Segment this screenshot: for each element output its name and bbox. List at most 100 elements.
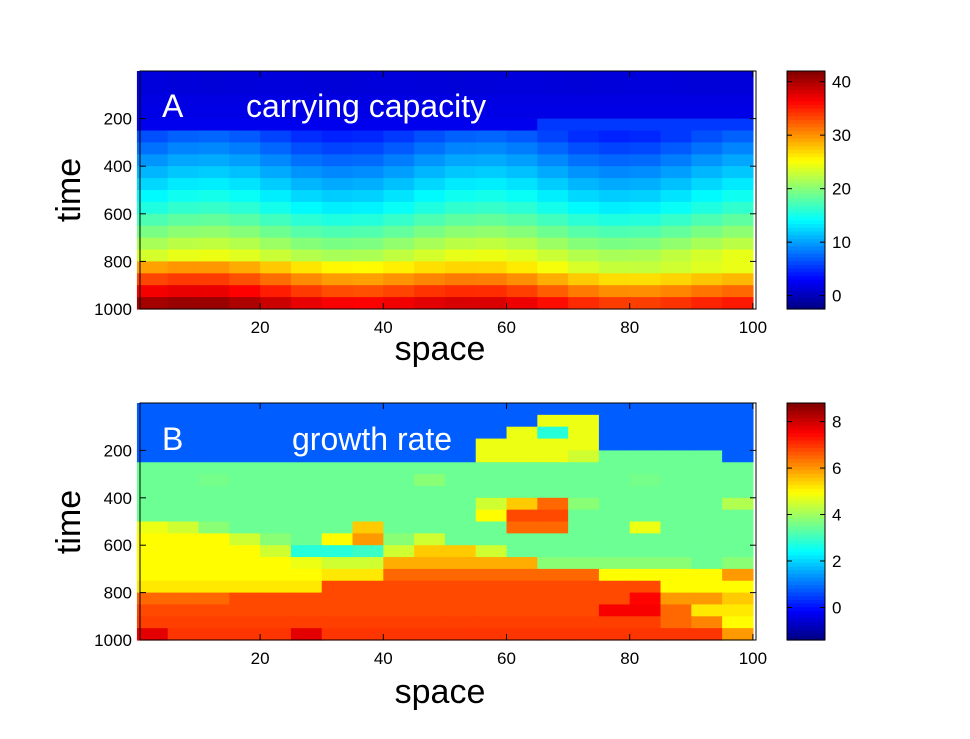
heatmap-cell <box>260 557 292 570</box>
colorbar-segment <box>787 305 825 310</box>
heatmap-cell <box>383 485 415 499</box>
heatmap-cell <box>537 521 569 534</box>
colorbar-segment <box>787 551 825 556</box>
heatmap-cell <box>537 190 569 203</box>
heatmap-cell <box>722 450 754 463</box>
heatmap-cell <box>229 71 261 84</box>
heatmap-cell <box>506 403 538 416</box>
heatmap-cell <box>691 592 723 606</box>
colorbar-segment <box>787 74 825 80</box>
colorbar-tick-label: 0 <box>832 598 841 617</box>
heatmap-cell <box>352 201 384 215</box>
heatmap-cell <box>260 604 292 617</box>
heatmap-cell <box>229 130 261 143</box>
heatmap-cell <box>475 285 508 298</box>
colorbar-segment <box>787 89 825 94</box>
heatmap-cell <box>629 118 662 132</box>
colorbar-segment <box>787 610 825 615</box>
heatmap-cell <box>691 474 723 487</box>
heatmap-cell <box>167 142 200 155</box>
heatmap-cell <box>321 485 354 499</box>
heatmap-cell <box>691 154 723 167</box>
colorbar-segment <box>787 97 825 102</box>
heatmap-cell <box>290 106 323 120</box>
heatmap-cell <box>475 438 508 451</box>
x-tick-label: 60 <box>497 318 516 337</box>
heatmap-cell <box>290 213 323 227</box>
colorbar-segment <box>787 591 825 597</box>
heatmap-cell <box>321 201 354 215</box>
heatmap-cell <box>290 285 323 298</box>
heatmap-cell <box>352 568 384 582</box>
heatmap-cell <box>198 545 230 558</box>
heatmap-cell <box>537 178 569 191</box>
colorbar-segment <box>787 137 825 143</box>
heatmap-cell <box>383 225 415 239</box>
heatmap-cell <box>136 580 169 594</box>
heatmap-cell <box>444 426 477 440</box>
heatmap-cell <box>506 438 538 451</box>
heatmap-cell <box>136 592 169 606</box>
heatmap-cell <box>229 142 261 155</box>
heatmap-cell <box>198 94 230 108</box>
heatmap-cell <box>475 497 508 511</box>
heatmap-cell <box>290 237 323 251</box>
colorbar-segment <box>787 491 825 497</box>
heatmap-cell <box>598 237 631 251</box>
heatmap-cell <box>260 509 292 523</box>
heatmap-cell <box>598 213 631 227</box>
heatmap-cell <box>321 474 354 487</box>
heatmap-cell <box>537 71 569 84</box>
colorbar-segment <box>787 510 825 515</box>
colorbar-segment <box>787 562 825 567</box>
heatmap-cell <box>691 142 723 155</box>
heatmap-cell <box>537 450 569 463</box>
heatmap-cell <box>629 628 662 641</box>
heatmap-cell <box>136 557 169 570</box>
heatmap-cell <box>568 178 600 191</box>
heatmap-cell <box>660 201 692 215</box>
heatmap-cell <box>660 462 692 475</box>
heatmap-cell <box>414 94 446 108</box>
heatmap-cell <box>475 545 508 558</box>
heatmap-cell <box>629 178 662 191</box>
heatmap-cell <box>629 450 662 463</box>
heatmap-cell <box>198 604 230 617</box>
heatmap-cell <box>568 616 600 629</box>
heatmap-cell <box>260 462 292 475</box>
heatmap-cell <box>167 82 200 96</box>
heatmap-cell <box>660 533 692 546</box>
heatmap-cell <box>136 213 169 227</box>
heatmap-cell <box>722 521 754 534</box>
heatmap-cell <box>290 225 323 239</box>
heatmap-cell <box>475 178 508 191</box>
heatmap-cell <box>722 249 754 262</box>
heatmap-cell <box>691 485 723 499</box>
heatmap-cell <box>537 592 569 606</box>
heatmap-cell <box>506 297 538 310</box>
heatmap-cell <box>136 450 169 463</box>
colorbar-segment <box>787 104 825 109</box>
heatmap-cell <box>660 557 692 570</box>
heatmap-cell <box>629 225 662 239</box>
heatmap-cell <box>198 497 230 511</box>
heatmap-cell <box>568 118 600 132</box>
heatmap-cell <box>629 403 662 416</box>
heatmap-cell <box>660 474 692 487</box>
colorbar-segment <box>787 245 825 251</box>
colorbar-segment <box>787 208 825 213</box>
heatmap-cell <box>568 462 600 475</box>
heatmap-cell <box>475 249 508 262</box>
heatmap-cell <box>568 237 600 251</box>
heatmap-cell <box>568 628 600 641</box>
heatmap-cell <box>229 237 261 251</box>
heatmap-cell <box>136 94 169 108</box>
heatmap-cell <box>167 213 200 227</box>
heatmap-cell <box>629 106 662 120</box>
heatmap-cell <box>444 438 477 451</box>
y-tick-label: 400 <box>104 489 132 508</box>
heatmap-cell <box>383 557 415 570</box>
colorbar-segment <box>787 580 825 586</box>
heatmap-cell <box>475 201 508 215</box>
heatmap-cell <box>629 557 662 570</box>
